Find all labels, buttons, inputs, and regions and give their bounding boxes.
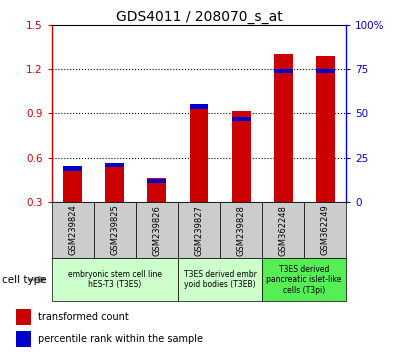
Bar [105, 164, 124, 202]
Text: GSM239825: GSM239825 [110, 205, 119, 256]
Bar [220, 202, 262, 258]
Bar [52, 202, 94, 258]
Bar [147, 178, 166, 202]
Bar [136, 202, 178, 258]
Text: cell type: cell type [2, 275, 47, 285]
Text: embryonic stem cell line
hES-T3 (T3ES): embryonic stem cell line hES-T3 (T3ES) [68, 270, 162, 289]
Bar [232, 117, 250, 121]
Bar [63, 166, 82, 171]
Bar [178, 258, 262, 301]
Bar [189, 105, 209, 202]
Bar [94, 202, 136, 258]
Text: GSM239827: GSM239827 [195, 205, 203, 256]
Bar [274, 69, 293, 74]
Bar [262, 202, 304, 258]
Text: GSM362249: GSM362249 [321, 205, 330, 256]
Text: GSM362248: GSM362248 [279, 205, 288, 256]
Bar [52, 258, 178, 301]
Text: T3ES derived embr
yoid bodies (T3EB): T3ES derived embr yoid bodies (T3EB) [183, 270, 256, 289]
Text: GSM239824: GSM239824 [68, 205, 77, 256]
Bar [262, 258, 346, 301]
Text: GSM239828: GSM239828 [236, 205, 246, 256]
Text: T3ES derived
pancreatic islet-like
cells (T3pi): T3ES derived pancreatic islet-like cells… [267, 265, 342, 295]
Bar [232, 111, 250, 202]
Bar [147, 179, 166, 183]
Bar [105, 163, 124, 167]
Text: transformed count: transformed count [38, 312, 129, 322]
Bar [16, 309, 31, 325]
Bar [316, 57, 335, 202]
Text: GSM239826: GSM239826 [152, 205, 162, 256]
Bar [178, 202, 220, 258]
Title: GDS4011 / 208070_s_at: GDS4011 / 208070_s_at [116, 10, 282, 24]
Bar [274, 54, 293, 202]
Bar [16, 331, 31, 347]
Bar [189, 104, 209, 109]
Text: percentile rank within the sample: percentile rank within the sample [38, 334, 203, 344]
Bar [63, 169, 82, 202]
Bar [304, 202, 346, 258]
Bar [316, 69, 335, 74]
